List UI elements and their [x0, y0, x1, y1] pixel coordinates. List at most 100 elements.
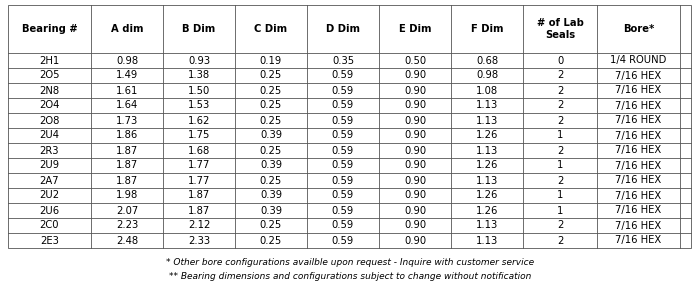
Text: 0.39: 0.39	[260, 160, 282, 170]
Text: Bore*: Bore*	[623, 24, 654, 34]
Text: B Dim: B Dim	[183, 24, 216, 34]
Text: 7/16 HEX: 7/16 HEX	[615, 236, 661, 246]
Text: 0.59: 0.59	[332, 130, 354, 140]
Text: 1.13: 1.13	[476, 220, 498, 230]
Text: 1.87: 1.87	[116, 176, 138, 186]
Text: 1.86: 1.86	[116, 130, 138, 140]
Text: 1.26: 1.26	[476, 190, 498, 200]
Text: 7/16 HEX: 7/16 HEX	[615, 86, 661, 96]
Text: 0.25: 0.25	[260, 70, 282, 80]
Text: 2: 2	[556, 100, 564, 110]
Text: A dim: A dim	[111, 24, 144, 34]
Text: 1.77: 1.77	[188, 160, 210, 170]
Text: 7/16 HEX: 7/16 HEX	[615, 160, 661, 170]
Text: 1.87: 1.87	[188, 190, 210, 200]
Text: 2O8: 2O8	[39, 116, 60, 126]
Text: # of Lab
Seals: # of Lab Seals	[537, 18, 583, 40]
Text: 1.77: 1.77	[188, 176, 210, 186]
Text: 2.23: 2.23	[116, 220, 138, 230]
Text: 0.90: 0.90	[404, 160, 426, 170]
Text: 1: 1	[556, 190, 564, 200]
Text: 0.98: 0.98	[116, 56, 138, 66]
Text: 0.59: 0.59	[332, 190, 354, 200]
Text: 1.75: 1.75	[188, 130, 210, 140]
Text: 0.39: 0.39	[260, 130, 282, 140]
Text: 1.64: 1.64	[116, 100, 138, 110]
Text: 1.13: 1.13	[476, 116, 498, 126]
Text: 0.90: 0.90	[404, 190, 426, 200]
Text: 1.26: 1.26	[476, 160, 498, 170]
Text: 1.13: 1.13	[476, 176, 498, 186]
Text: 1.13: 1.13	[476, 100, 498, 110]
Text: 2H1: 2H1	[39, 56, 60, 66]
Text: 1.87: 1.87	[116, 160, 138, 170]
Text: 7/16 HEX: 7/16 HEX	[615, 130, 661, 140]
Text: ** Bearing dimensions and configurations subject to change without notification: ** Bearing dimensions and configurations…	[169, 272, 531, 281]
Text: 1.62: 1.62	[188, 116, 210, 126]
Text: 0.90: 0.90	[404, 236, 426, 246]
Text: 0.59: 0.59	[332, 116, 354, 126]
Text: 1.73: 1.73	[116, 116, 138, 126]
Text: 0.98: 0.98	[476, 70, 498, 80]
Text: 2U6: 2U6	[39, 206, 60, 216]
Text: 0.90: 0.90	[404, 100, 426, 110]
Text: 2R3: 2R3	[40, 146, 60, 156]
Text: 1/4 ROUND: 1/4 ROUND	[610, 56, 666, 66]
Text: 7/16 HEX: 7/16 HEX	[615, 70, 661, 80]
Text: 0: 0	[557, 56, 563, 66]
Text: 7/16 HEX: 7/16 HEX	[615, 176, 661, 186]
Text: 2N8: 2N8	[39, 86, 60, 96]
Text: 2E3: 2E3	[40, 236, 59, 246]
Text: 2: 2	[556, 236, 564, 246]
Text: 1.87: 1.87	[116, 146, 138, 156]
Text: 0.59: 0.59	[332, 160, 354, 170]
Text: 2U2: 2U2	[39, 190, 60, 200]
Text: 0.25: 0.25	[260, 116, 282, 126]
Text: C Dim: C Dim	[254, 24, 288, 34]
Text: 0.39: 0.39	[260, 190, 282, 200]
Text: Bearing #: Bearing #	[22, 24, 77, 34]
Text: 1.61: 1.61	[116, 86, 138, 96]
Text: 7/16 HEX: 7/16 HEX	[615, 206, 661, 216]
Text: 1: 1	[556, 206, 564, 216]
Text: 0.90: 0.90	[404, 116, 426, 126]
Text: 0.68: 0.68	[476, 56, 498, 66]
Text: 1.26: 1.26	[476, 130, 498, 140]
Text: 0.25: 0.25	[260, 146, 282, 156]
Text: 2.48: 2.48	[116, 236, 138, 246]
Text: 7/16 HEX: 7/16 HEX	[615, 220, 661, 230]
Text: 7/16 HEX: 7/16 HEX	[615, 146, 661, 156]
Text: 0.90: 0.90	[404, 70, 426, 80]
Text: 1.49: 1.49	[116, 70, 138, 80]
Text: * Other bore configurations availble upon request - Inquire with customer servic: * Other bore configurations availble upo…	[166, 258, 534, 267]
Text: 0.59: 0.59	[332, 100, 354, 110]
Text: 0.90: 0.90	[404, 206, 426, 216]
Text: 2: 2	[556, 146, 564, 156]
Text: 2A7: 2A7	[40, 176, 60, 186]
Text: 1.38: 1.38	[188, 70, 210, 80]
Text: 2: 2	[556, 176, 564, 186]
Text: 2U9: 2U9	[39, 160, 60, 170]
Text: 1.26: 1.26	[476, 206, 498, 216]
Text: 0.25: 0.25	[260, 100, 282, 110]
Text: 1: 1	[556, 160, 564, 170]
Text: 0.90: 0.90	[404, 220, 426, 230]
Bar	[8, 5, 691, 248]
Text: 7/16 HEX: 7/16 HEX	[615, 116, 661, 126]
Text: 0.59: 0.59	[332, 86, 354, 96]
Text: 2: 2	[556, 116, 564, 126]
Text: 0.90: 0.90	[404, 176, 426, 186]
Text: 0.90: 0.90	[404, 130, 426, 140]
Text: 1.13: 1.13	[476, 146, 498, 156]
Text: 1: 1	[556, 130, 564, 140]
Text: 2U4: 2U4	[39, 130, 60, 140]
Text: 0.93: 0.93	[188, 56, 210, 66]
Text: 2O4: 2O4	[39, 100, 60, 110]
Text: 2O5: 2O5	[39, 70, 60, 80]
Text: 0.59: 0.59	[332, 146, 354, 156]
Text: 7/16 HEX: 7/16 HEX	[615, 190, 661, 200]
Text: 1.98: 1.98	[116, 190, 138, 200]
Text: D Dim: D Dim	[326, 24, 360, 34]
Text: 0.59: 0.59	[332, 176, 354, 186]
Text: E Dim: E Dim	[399, 24, 431, 34]
